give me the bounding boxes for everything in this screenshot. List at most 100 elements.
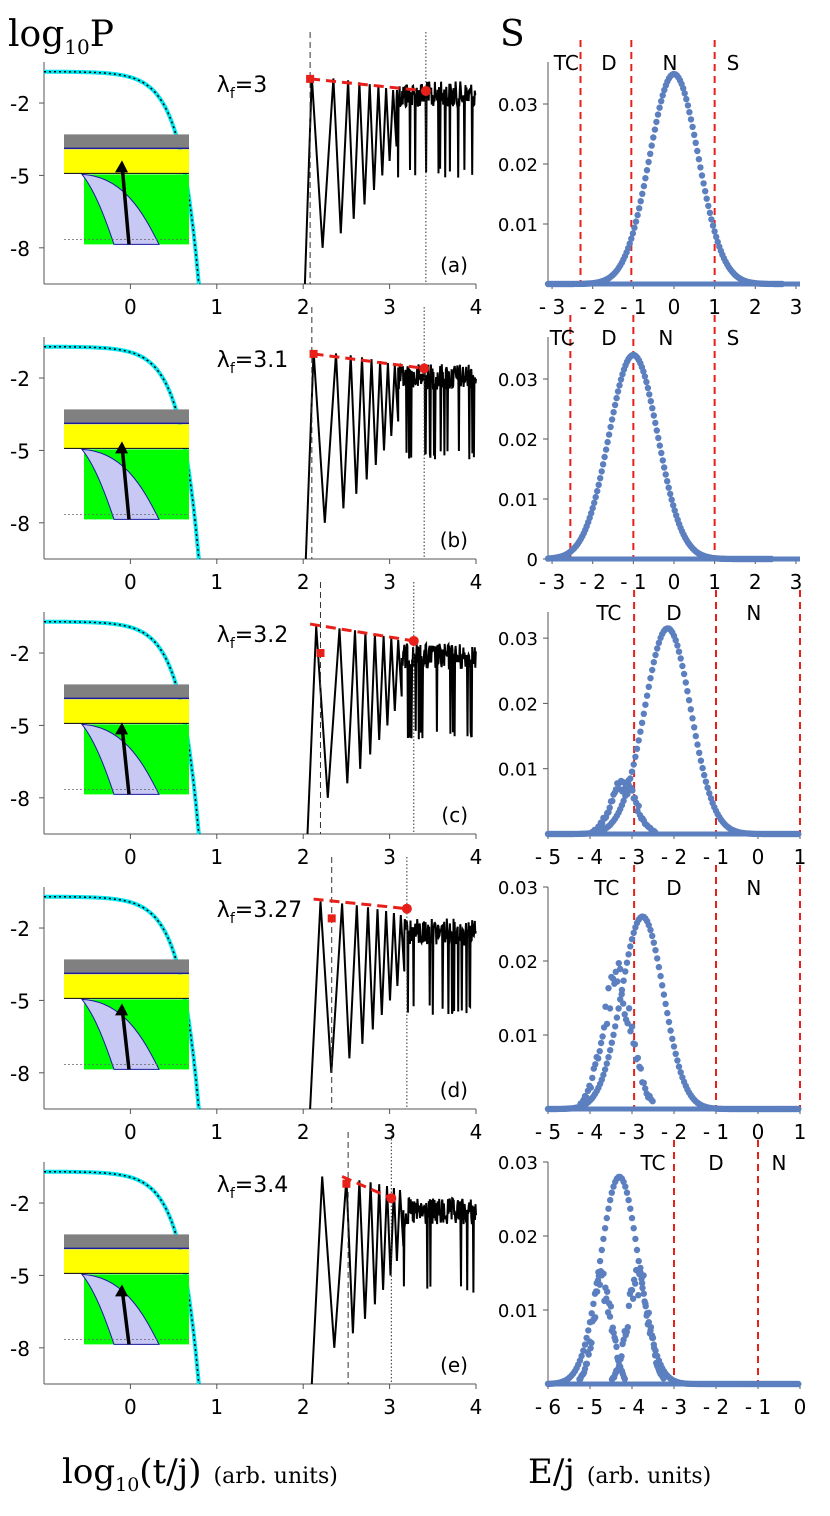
- spectrum-point: [699, 764, 706, 772]
- spectrum-point: [650, 1344, 658, 1352]
- y-tick-label: 0.02: [498, 952, 538, 973]
- left-x-axis-label: log10(t/j) (arb. units): [62, 1452, 338, 1496]
- lambda-value: =3.1: [235, 348, 288, 373]
- spectrum-point: [665, 1018, 673, 1026]
- spectrum-point: [595, 1055, 602, 1062]
- x-tick-label: 3: [383, 570, 396, 594]
- spectrum-point: [709, 222, 717, 229]
- inset-schematic: [64, 134, 189, 245]
- spectrum-point: [629, 787, 636, 794]
- spectrum-point: [662, 1000, 669, 1008]
- inset-arrow-shaft: [120, 1007, 131, 1070]
- spectrum-point: [704, 784, 711, 791]
- spectrum-point: [795, 830, 802, 838]
- spectrum-point: [640, 1079, 647, 1087]
- spectrum-point: [592, 1061, 599, 1068]
- spectrum-point: [689, 715, 696, 722]
- spectrum-point: [601, 1066, 609, 1073]
- inset-gray-band: [64, 134, 189, 149]
- spectrum-point: [686, 109, 693, 116]
- x-tick-label: - 1: [703, 1120, 729, 1144]
- spectrum-point: [672, 637, 679, 644]
- red-square-marker: [306, 74, 315, 83]
- spectrum-point: [616, 382, 623, 389]
- spectrum-point: [685, 697, 693, 704]
- spectrum-point: [647, 398, 654, 405]
- inset-gray-band: [64, 409, 189, 424]
- x-tick-label: - 2: [580, 295, 606, 319]
- spectrum-point: [625, 1005, 633, 1012]
- spectrum-point: [604, 438, 611, 446]
- inset-arrow-shaft: [120, 164, 131, 245]
- spectrum-point: [634, 211, 641, 219]
- y-tick-label: -2: [10, 917, 30, 941]
- spectrum-point: [629, 1295, 637, 1302]
- spectrum-point: [607, 1196, 614, 1204]
- short-time-decay-dots: [44, 1170, 201, 1385]
- spectrum-point: [596, 1257, 604, 1265]
- inset-lavender-region: [80, 723, 160, 795]
- spectrum-point: [650, 412, 657, 419]
- spectrum-point: [607, 423, 614, 431]
- spectrum-point: [587, 1345, 594, 1352]
- x-tick-label: 1: [210, 295, 223, 319]
- spectrum-point: [640, 710, 647, 717]
- phase-label: TC: [549, 326, 575, 350]
- spectrum-point: [711, 228, 718, 235]
- spectrum-point: [600, 1270, 607, 1277]
- x-tick-label: - 3: [539, 570, 565, 594]
- x-tick-label: - 6: [535, 1395, 561, 1419]
- spectrum-point: [651, 829, 659, 836]
- spectrum-point: [702, 188, 709, 195]
- y-tick-label: 0.01: [498, 760, 538, 781]
- spectrum-point: [667, 1027, 674, 1034]
- spectrum-point: [645, 683, 652, 690]
- spectrum-point: [593, 1288, 601, 1295]
- lambda-label: λf=3: [217, 73, 267, 102]
- spectrum-point: [618, 991, 625, 998]
- revival-oscillation-curve: [303, 76, 477, 285]
- spectrum-point: [626, 240, 633, 247]
- spectrum-point: [637, 728, 644, 735]
- spectrum-point: [643, 378, 650, 386]
- spectrum-point: [631, 794, 639, 801]
- spectrum-point: [632, 1280, 639, 1287]
- spectrum-point: [680, 670, 688, 678]
- inset-yellow-band: [64, 974, 189, 999]
- y-tick-label: 0.01: [498, 215, 538, 236]
- spectrum-point: [650, 134, 657, 141]
- spectrum-point: [642, 1303, 649, 1310]
- phase-label: N: [662, 51, 677, 75]
- lambda-symbol: λ: [217, 348, 230, 373]
- revival-oscillation-curve: [310, 1176, 477, 1385]
- spectrum-point: [684, 102, 692, 109]
- red-square-marker: [327, 914, 336, 923]
- spectrum-point: [705, 202, 712, 210]
- spectrum-point: [659, 982, 666, 989]
- spectrum-point: [622, 968, 629, 975]
- spectrum-point: [695, 156, 703, 163]
- inset-gray-band: [64, 1234, 189, 1249]
- x-tick-label: 1: [210, 570, 223, 594]
- spectrum-point: [603, 1214, 610, 1222]
- inset-schematic: [64, 959, 189, 1070]
- spectrum-point: [708, 216, 715, 223]
- spectrum-point: [647, 926, 654, 934]
- spectrum-point: [590, 1300, 597, 1308]
- inset-yellow-band: [64, 1249, 189, 1274]
- x-tick-label: 4: [470, 1120, 483, 1144]
- spectrum-point: [637, 1264, 644, 1272]
- spectrum-point: [631, 1041, 639, 1048]
- spectrum-point: [637, 1065, 644, 1072]
- y-tick-label: -8: [10, 1337, 30, 1361]
- lambda-label: λf=3.4: [217, 1173, 288, 1202]
- x-tick-label: 1: [210, 845, 223, 869]
- x-tick-label: 0: [124, 295, 137, 319]
- spectrum-point: [639, 190, 646, 197]
- spectrum-point: [698, 172, 706, 179]
- spectrum-point: [660, 991, 668, 998]
- spectrum-point: [795, 1105, 802, 1113]
- x-tick-label: 3: [383, 845, 396, 869]
- spectrum-point: [608, 1189, 615, 1196]
- red-square-marker: [309, 349, 318, 358]
